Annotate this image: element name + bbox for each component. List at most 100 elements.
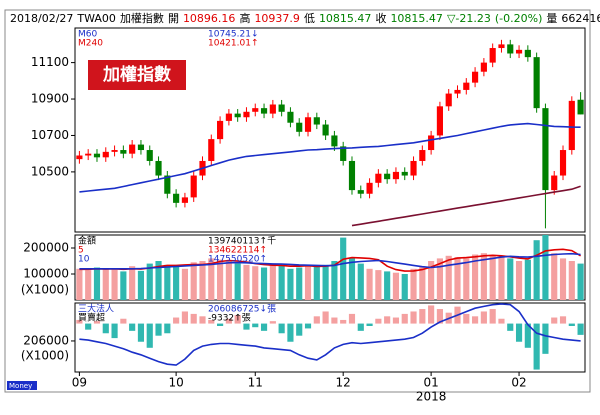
net-bar (217, 323, 224, 326)
volume-bar (340, 237, 347, 300)
legend-value: 10745.21↓ (208, 30, 258, 40)
volume-bar (252, 266, 259, 300)
net-bar (296, 323, 303, 336)
panel-frame (74, 302, 586, 373)
y-tick-label: 200000 (23, 241, 69, 255)
candle-body (533, 57, 540, 109)
volume-bar (348, 258, 356, 300)
volume-bar (472, 254, 479, 300)
badge: 加權指數 (102, 64, 171, 85)
header-item: 10896.16 (183, 12, 236, 25)
legend-value: 10421.01↑ (208, 39, 258, 49)
legend-name: 5 (78, 246, 84, 256)
volume-bar (401, 274, 408, 300)
candle-body (366, 182, 373, 194)
candle-body (190, 175, 197, 198)
x-tick-label: 10 (168, 376, 183, 390)
volume-bar (287, 268, 294, 300)
volume-ma (79, 252, 581, 270)
volume-bar (76, 268, 83, 300)
net-bar (313, 316, 320, 324)
candle-body (181, 197, 188, 203)
net-bar (559, 316, 567, 324)
volume-bar (243, 264, 250, 300)
volume-bar (85, 270, 92, 300)
badge-box (88, 60, 186, 90)
header-item: 2018/02/27 (10, 12, 73, 25)
volume-bar (129, 266, 136, 300)
header-item: TWA00 (76, 12, 116, 25)
volume-bar (515, 261, 523, 300)
candle-body (515, 49, 523, 54)
x-tick-label: 02 (511, 376, 526, 390)
net-bar (322, 311, 329, 324)
header-line: 2018/02/27 TWA00 加權指數開 10896.16 高 10937.9 低 108… (10, 11, 600, 25)
candle-body (463, 82, 470, 90)
volume-bar (304, 266, 312, 300)
volume-bar (419, 266, 426, 300)
net-bar (208, 319, 215, 324)
candle-body (234, 113, 241, 118)
candle-body (129, 144, 136, 154)
volume-bar (155, 261, 162, 300)
candle-body (85, 153, 92, 156)
panel-frame (74, 234, 586, 301)
candle-body (287, 111, 294, 123)
volume-bar (568, 261, 575, 300)
volume-bar (217, 259, 224, 300)
x-tick-label: 09 (72, 376, 87, 390)
candle-body (340, 146, 347, 161)
header-item: ▽-21.23 (447, 12, 491, 25)
volume-bar (498, 257, 505, 300)
net-bar (410, 311, 417, 324)
net-bar (348, 313, 356, 324)
candle-body (384, 173, 391, 180)
net-bar (507, 323, 514, 331)
volume-bar (384, 271, 391, 300)
x-tick-label: 12 (336, 376, 351, 390)
x-tick-label: 11 (248, 376, 263, 390)
candle-body (577, 99, 584, 115)
candle-body (489, 48, 496, 63)
volume-bar (199, 261, 206, 300)
candle-body (111, 150, 118, 152)
y-tick-label: 10900 (31, 92, 69, 106)
net-bar (76, 319, 83, 324)
footer: Money (9, 382, 32, 390)
candle-body (524, 49, 531, 58)
net-bar (137, 323, 145, 342)
volume-bar (366, 268, 373, 300)
candle-body (322, 124, 329, 136)
panel-frame (74, 27, 586, 233)
volume-bar (577, 263, 584, 300)
volume-bar (480, 253, 487, 300)
net-bar (498, 318, 505, 324)
unit: (X1000) (21, 283, 69, 297)
net-bar (401, 313, 408, 324)
volume-bar (357, 263, 364, 300)
net-bar (269, 321, 276, 324)
candle-body (225, 113, 232, 121)
volume-bar (225, 261, 232, 300)
volume-bar (234, 263, 241, 300)
legend-name: 10 (78, 255, 90, 265)
net-bar (375, 318, 382, 324)
net-bar (533, 323, 540, 370)
candle-body (137, 144, 145, 151)
net-bar (287, 323, 294, 342)
net-bar (164, 323, 171, 334)
candle-body (428, 135, 435, 151)
net-bar (155, 323, 162, 336)
volume-bar (146, 263, 153, 300)
volume-bar (93, 267, 101, 300)
candle-body (313, 117, 320, 125)
net-bar (542, 323, 549, 354)
volume-bar (392, 272, 400, 300)
net-bar (181, 311, 188, 324)
unit: (X1000) (21, 349, 69, 363)
volume-bar (551, 253, 558, 300)
legend-value: 147550520↑ (208, 255, 267, 265)
volume-bar (454, 257, 461, 300)
net-bar (129, 323, 136, 331)
